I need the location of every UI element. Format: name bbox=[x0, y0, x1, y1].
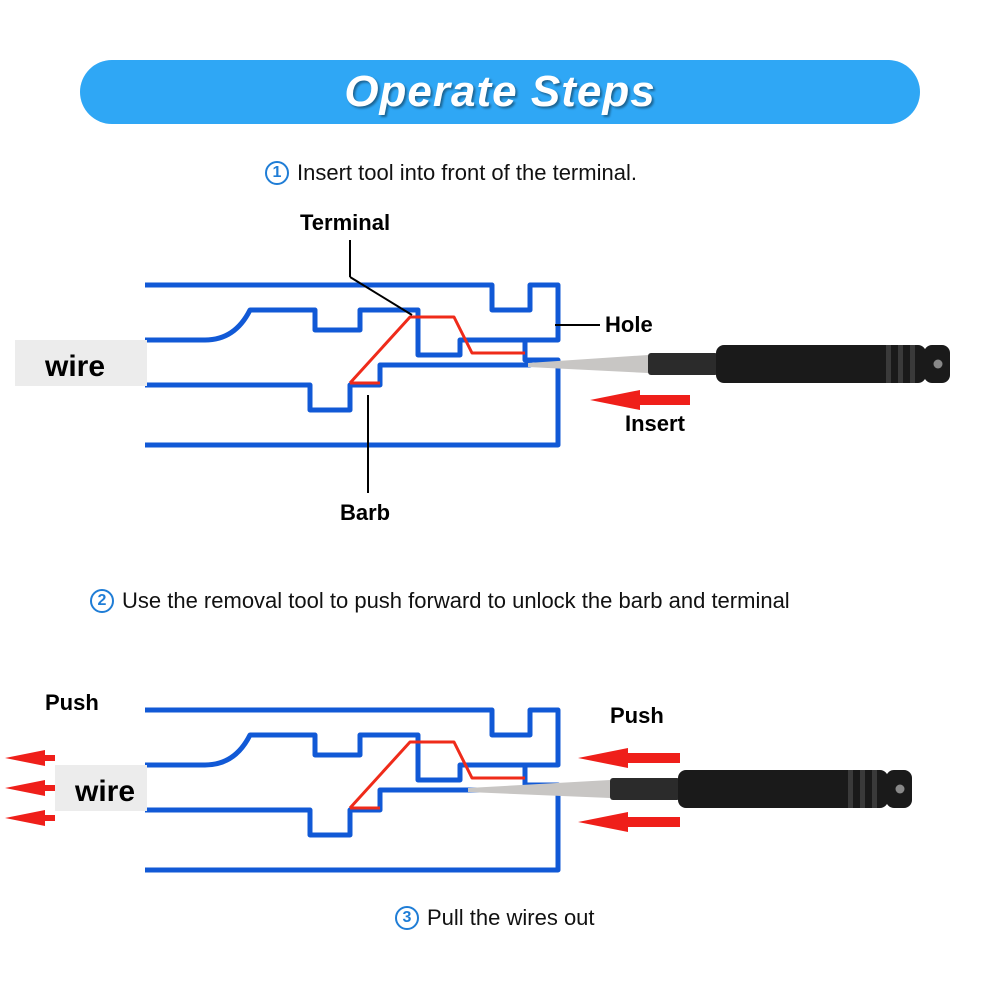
tool-2 bbox=[468, 770, 912, 808]
label-wire-2: wire bbox=[75, 775, 135, 809]
step-2-badge: 2 bbox=[90, 589, 114, 613]
step-2-line: 2 Use the removal tool to push forward t… bbox=[90, 588, 790, 614]
label-push-left: Push bbox=[45, 690, 99, 716]
label-hole: Hole bbox=[605, 312, 653, 338]
label-push-right: Push bbox=[610, 703, 664, 729]
header-pill: Operate Steps bbox=[80, 60, 920, 124]
label-insert: Insert bbox=[625, 411, 685, 437]
step-1-text: Insert tool into front of the terminal. bbox=[297, 160, 637, 186]
step-3-text: Pull the wires out bbox=[427, 905, 595, 931]
step-3-badge: 3 bbox=[395, 906, 419, 930]
step-1-line: 1 Insert tool into front of the terminal… bbox=[265, 160, 637, 186]
step-2-text: Use the removal tool to push forward to … bbox=[122, 588, 790, 614]
label-wire-1: wire bbox=[45, 350, 105, 384]
diagram-2 bbox=[0, 650, 1001, 910]
step-1-badge: 1 bbox=[265, 161, 289, 185]
tool-1 bbox=[528, 345, 950, 383]
label-terminal: Terminal bbox=[300, 210, 390, 236]
header-title: Operate Steps bbox=[344, 67, 655, 117]
step-3-line: 3 Pull the wires out bbox=[395, 905, 595, 931]
diagram-1 bbox=[0, 215, 1001, 535]
label-barb: Barb bbox=[340, 500, 390, 526]
